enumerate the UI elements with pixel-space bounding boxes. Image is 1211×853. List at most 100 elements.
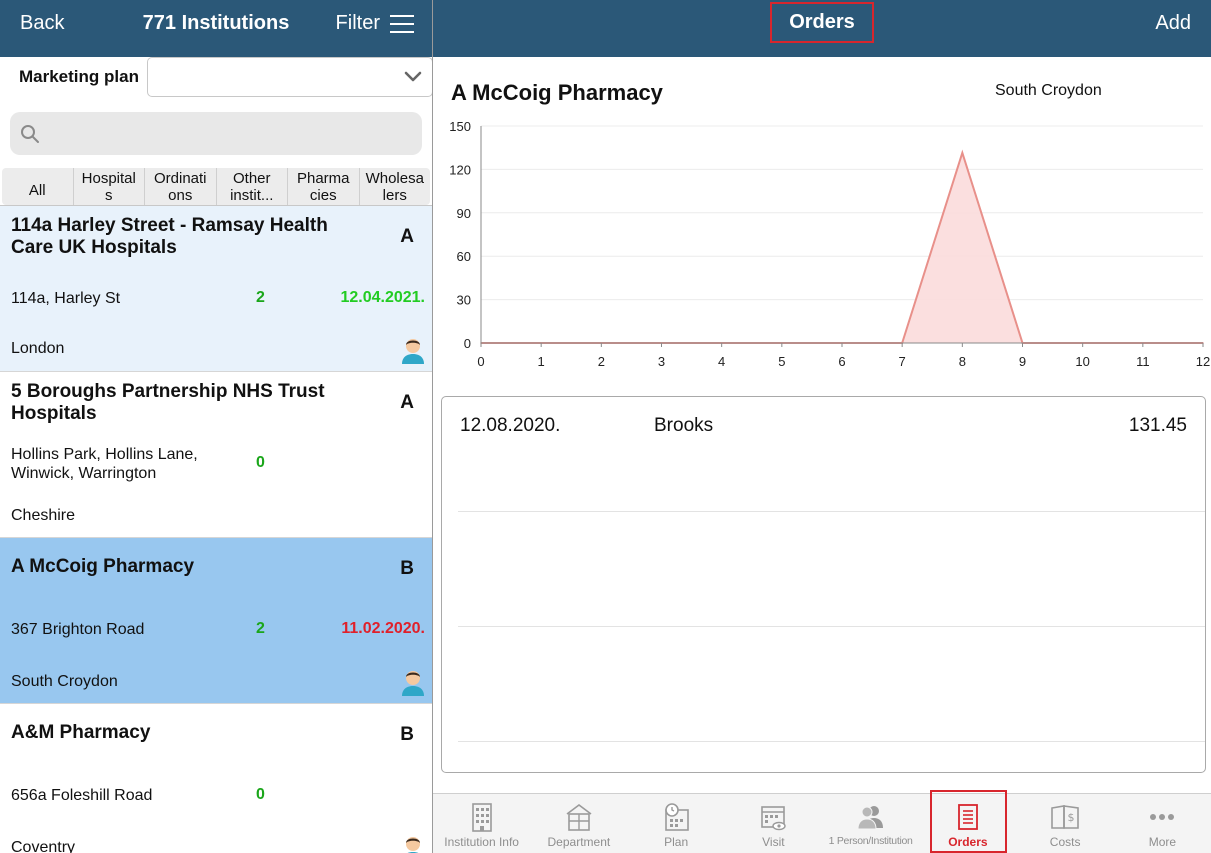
visit-calendar-icon bbox=[761, 806, 787, 831]
x-tick-label: 3 bbox=[658, 354, 665, 369]
institution-row[interactable]: 5 Boroughs Partnership NHS Trust Hospita… bbox=[0, 372, 432, 538]
search-bar[interactable] bbox=[10, 112, 422, 155]
filter-button[interactable]: Filter bbox=[336, 12, 414, 35]
marketing-plan-label: Marketing plan bbox=[19, 67, 139, 86]
x-tick-label: 5 bbox=[778, 354, 785, 369]
institution-count: 2 bbox=[256, 289, 265, 306]
tab-person-institution[interactable]: 1 Person/Institution bbox=[822, 794, 919, 853]
chart-x-ticks: 0 1 2 3 4 5 6 7 8 9 10 11 12 bbox=[477, 354, 1210, 369]
institution-name: 114a Harley Street - Ramsay Health Care … bbox=[11, 215, 328, 258]
institution-category: B bbox=[400, 558, 414, 579]
segment-pharmacies[interactable]: Pharma cies bbox=[287, 168, 359, 205]
institution-detail-name: A McCoig Pharmacy bbox=[451, 80, 663, 105]
tab-label: Plan bbox=[664, 835, 689, 849]
chevron-down-icon bbox=[404, 71, 422, 82]
y-tick-label: 120 bbox=[449, 162, 471, 177]
tab-orders[interactable]: Orders bbox=[919, 794, 1016, 853]
institution-category: A bbox=[400, 392, 414, 413]
marketing-plan-row: Marketing plan bbox=[0, 57, 432, 102]
institution-name: A McCoig Pharmacy bbox=[11, 556, 195, 577]
institutions-header: Back 771 Institutions Filter bbox=[0, 0, 432, 57]
institution-list: 114a Harley Street - Ramsay Health Care … bbox=[0, 205, 432, 853]
orders-title: Orders bbox=[770, 2, 874, 43]
institution-row[interactable]: 114a Harley Street - Ramsay Health Care … bbox=[0, 206, 432, 372]
hamburger-icon bbox=[390, 14, 414, 33]
tab-label: More bbox=[1148, 835, 1177, 849]
institution-city: South Croydon bbox=[11, 673, 118, 690]
tab-label: Costs bbox=[1049, 835, 1081, 849]
more-icon bbox=[1150, 814, 1175, 820]
institution-row[interactable]: A&M Pharmacy B 656a Foleshill Road 0 Cov… bbox=[0, 704, 432, 853]
chart-area bbox=[480, 149, 1204, 344]
x-tick-label: 11 bbox=[1136, 354, 1150, 369]
institution-address: 367 Brighton Road bbox=[11, 621, 145, 638]
tab-more[interactable]: More bbox=[1114, 794, 1211, 853]
data-point bbox=[961, 152, 964, 154]
building-icon bbox=[471, 803, 492, 832]
institution-row[interactable]: A McCoig Pharmacy B 367 Brighton Road 2 … bbox=[0, 538, 432, 704]
tab-label: Institution Info bbox=[444, 835, 519, 849]
institution-city: Cheshire bbox=[11, 507, 76, 524]
segment-other-institutions[interactable]: Other instit... bbox=[215, 168, 288, 205]
x-tick-label: 10 bbox=[1075, 354, 1089, 369]
institution-date: 11.02.2020. bbox=[341, 620, 425, 637]
institution-address: 114a, Harley St bbox=[11, 290, 121, 307]
order-row[interactable]: 12.08.2020. Brooks 131.45 bbox=[442, 397, 1205, 512]
order-date: 12.08.2020. bbox=[460, 415, 561, 436]
institution-city: Coventry bbox=[11, 839, 76, 853]
tab-label: Visit bbox=[762, 835, 785, 849]
orders-header: Orders Add bbox=[433, 0, 1211, 57]
x-tick-label: 0 bbox=[477, 354, 484, 369]
tab-institution-info[interactable]: Institution Info bbox=[433, 794, 530, 853]
row-divider bbox=[458, 741, 1205, 742]
institution-detail-city: South Croydon bbox=[995, 82, 1102, 99]
orders-pane: Orders Add A McCoig Pharmacy South Croyd… bbox=[433, 0, 1211, 853]
tab-label: Department bbox=[547, 835, 611, 849]
bottom-tab-bar: Institution Info Department Plan bbox=[433, 793, 1211, 853]
tab-plan[interactable]: Plan bbox=[628, 794, 725, 853]
x-tick-label: 8 bbox=[959, 354, 966, 369]
search-icon bbox=[21, 125, 39, 143]
person-avatar-icon bbox=[402, 339, 424, 364]
costs-icon: $ bbox=[1051, 805, 1079, 829]
person-avatar-icon bbox=[406, 837, 420, 853]
pane-divider bbox=[432, 0, 433, 853]
person-icon bbox=[857, 806, 883, 830]
institutions-pane: Back 771 Institutions Filter Marketing p… bbox=[0, 0, 432, 853]
department-icon bbox=[566, 804, 592, 831]
plan-calendar-icon bbox=[665, 803, 689, 831]
x-tick-label: 9 bbox=[1019, 354, 1026, 369]
x-tick-label: 6 bbox=[838, 354, 845, 369]
institution-name: 5 Boroughs Partnership NHS Trust Hospita… bbox=[11, 381, 325, 424]
category-segmented-control: All Hospital s Ordinati ons Other instit… bbox=[2, 168, 430, 205]
tab-visit[interactable]: Visit bbox=[725, 794, 822, 853]
search-input[interactable] bbox=[50, 120, 410, 148]
institutions-title: 771 Institutions bbox=[142, 12, 290, 34]
row-divider bbox=[458, 511, 1205, 512]
institution-category: A bbox=[400, 226, 414, 247]
institution-date: 12.04.2021. bbox=[340, 289, 425, 306]
series-area bbox=[481, 152, 1203, 343]
segment-hospitals[interactable]: Hospital s bbox=[72, 168, 145, 205]
chart-y-ticks: 0 30 60 90 120 150 bbox=[449, 119, 471, 351]
chart-grid bbox=[481, 125, 1203, 301]
order-person: Brooks bbox=[654, 415, 714, 436]
back-button[interactable]: Back bbox=[20, 12, 65, 34]
segment-wholesalers[interactable]: Wholesa lers bbox=[358, 168, 431, 205]
segment-ordinations[interactable]: Ordinati ons bbox=[144, 168, 216, 205]
x-tick-label: 2 bbox=[598, 354, 605, 369]
row-divider bbox=[458, 626, 1205, 627]
institution-count: 0 bbox=[256, 454, 265, 471]
segment-all[interactable]: All bbox=[28, 182, 46, 199]
add-button[interactable]: Add bbox=[1155, 12, 1191, 34]
tab-label: 1 Person/Institution bbox=[828, 835, 913, 847]
chart-axes bbox=[480, 126, 1204, 347]
marketing-plan-select[interactable] bbox=[147, 57, 432, 97]
x-tick-label: 1 bbox=[538, 354, 545, 369]
tab-department[interactable]: Department bbox=[530, 794, 627, 853]
orders-list: 12.08.2020. Brooks 131.45 bbox=[441, 396, 1206, 773]
tab-costs[interactable]: $ Costs bbox=[1017, 794, 1114, 853]
order-amount: 131.45 bbox=[1128, 415, 1187, 436]
